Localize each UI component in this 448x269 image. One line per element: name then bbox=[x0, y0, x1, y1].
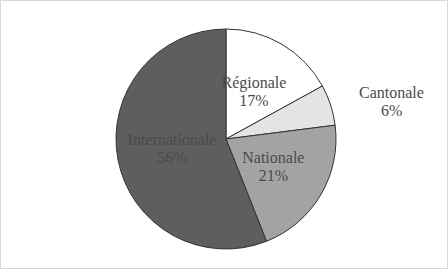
svg-text:Régionale17%: Régionale17% bbox=[222, 74, 287, 109]
svg-text:Internationale56%: Internationale56% bbox=[128, 131, 217, 166]
svg-text:Nationale21%: Nationale21% bbox=[242, 149, 304, 184]
svg-text:Cantonale6%: Cantonale6% bbox=[359, 84, 424, 119]
